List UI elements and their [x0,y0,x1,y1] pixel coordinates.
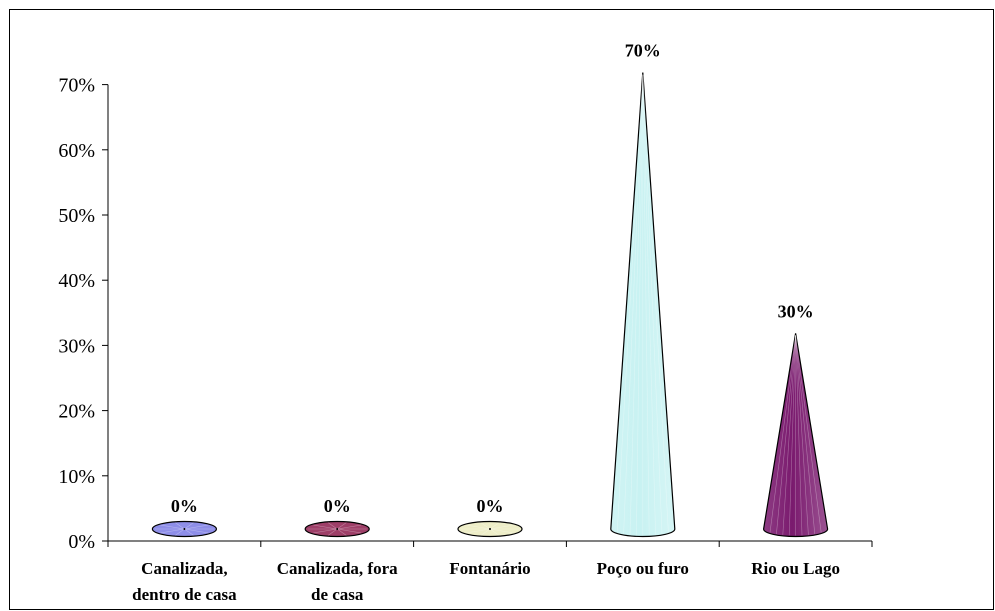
cone-bar [151,520,217,538]
data-label: 30% [778,301,814,321]
y-tick-label: 40% [58,270,95,292]
x-tick-label: Canalizada, dentro de casa [132,559,237,604]
x-tick-label: Fontanário [449,559,530,578]
y-tick-label: 70% [58,75,95,97]
data-label: 0% [324,496,351,516]
labels: Canalizada, dentro de casa Canalizada, for… [132,41,840,604]
axes: 0% 10% 20% 30% 40% 50% 60% 70% [58,75,873,553]
y-tick-label: 10% [58,466,95,488]
y-tick-label: 60% [58,140,95,162]
y-tick-label: 50% [58,205,95,227]
x-tick-label: Poço ou furo [597,559,689,578]
y-tick-label: 30% [58,335,95,357]
cone-bar [304,520,370,538]
cone-bar [762,333,829,538]
cone-bar [610,72,676,538]
cone-body [610,72,676,538]
chart-frame [9,9,994,610]
y-tick-label: 20% [58,401,95,423]
y-tick-label: 0% [68,531,95,553]
data-label: 70% [625,41,661,61]
bars [151,72,829,538]
x-tick-label: Canalizada, fora de casa [277,559,398,604]
data-label: 0% [171,496,198,516]
cone-body [762,333,829,538]
data-label: 0% [477,496,504,516]
x-tick-label: Rio ou Lago [751,559,840,578]
cone-bar [457,520,523,538]
